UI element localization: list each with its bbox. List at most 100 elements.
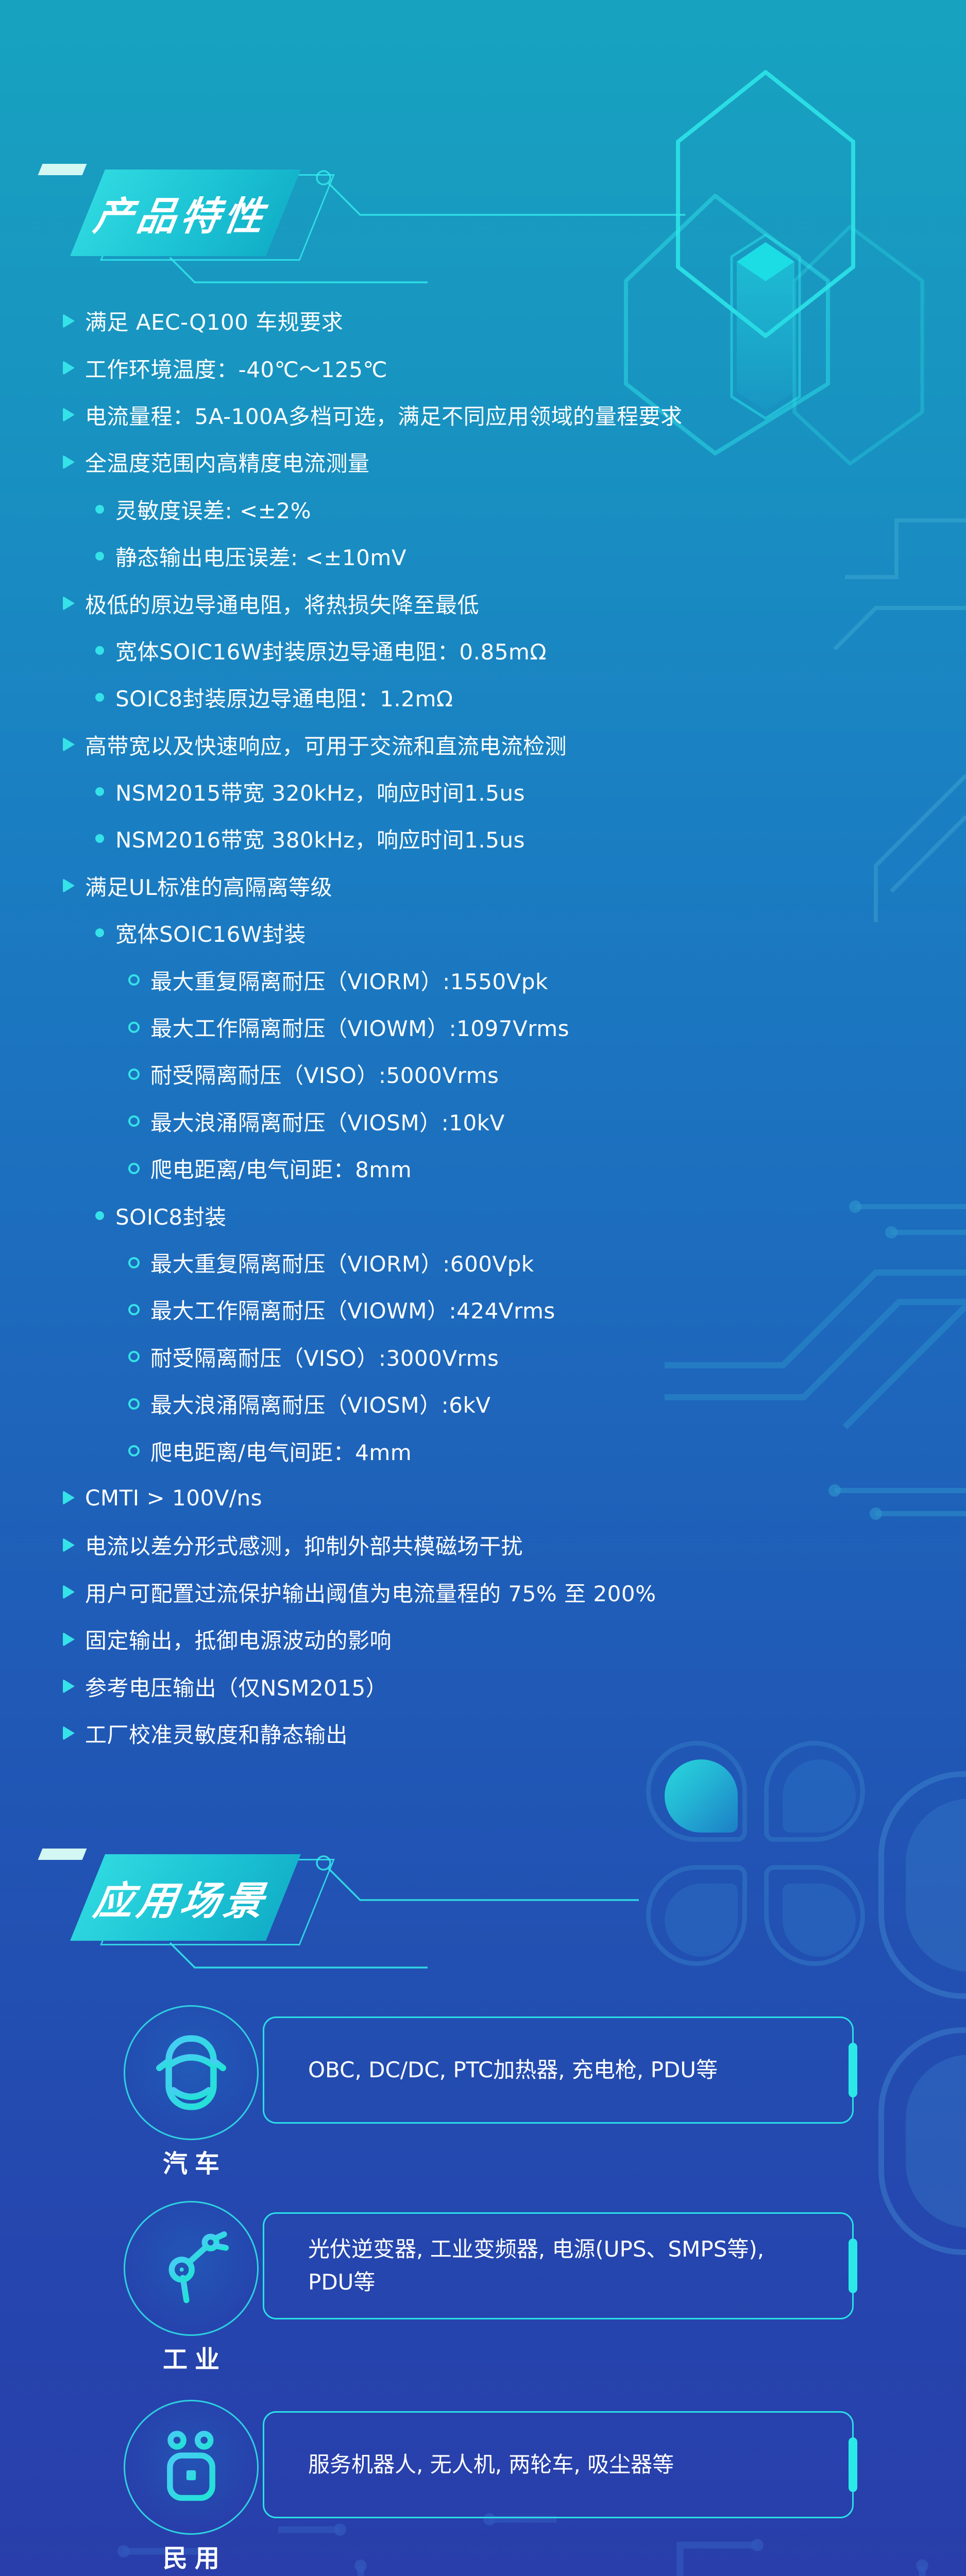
feature-item: 全温度范围内高精度电流测量	[0, 438, 773, 485]
banner-fill: 产品特性	[70, 170, 301, 256]
banner-accent-strip	[38, 1849, 87, 1860]
section-banner-applications: 应用场景	[0, 1844, 966, 1958]
ring-bullet-icon	[128, 1351, 140, 1363]
feature-text: 耐受隔离耐压（VISO）:5000Vrms	[150, 1063, 499, 1089]
feature-item: SOIC8封装	[0, 1192, 773, 1239]
feature-item: 最大工作隔离耐压（VIOWM）:1097Vrms	[0, 1004, 773, 1050]
app-text-consumer: 服务机器人, 无人机, 两轮车, 吸尘器等	[308, 2452, 674, 2477]
circuit-trace-upper-right	[833, 518, 966, 922]
feature-text: 全温度范围内高精度电流测量	[85, 451, 370, 477]
triangle-bullet-icon	[63, 737, 75, 752]
feature-text: 宽体SOIC16W封装原边导通电阻：0.85mΩ	[115, 639, 547, 665]
section-banner-product-features: 产品特性	[0, 160, 966, 273]
ring-bullet-icon	[128, 1445, 140, 1457]
feature-item: 参考电压输出（仅NSM2015）	[0, 1663, 773, 1709]
feature-text: 工作环境温度：-40℃～125℃	[85, 357, 388, 382]
features-list: 满足 AEC-Q100 车规要求 工作环境温度：-40℃～125℃ 电流量程：5…	[0, 297, 773, 1757]
feature-text: 最大重复隔离耐压（VIORM）:600Vpk	[150, 1251, 534, 1277]
page-title-applications: 应用场景	[88, 1878, 280, 1924]
feature-text: 电流量程：5A-100A多档可选，满足不同应用领域的量程要求	[85, 403, 683, 429]
clover-decoration	[646, 1741, 865, 1971]
feature-text: 用户可配置过流保护输出阈值为电流量程的 75% 至 200%	[85, 1581, 656, 1606]
dot-bullet-icon	[95, 834, 104, 843]
app-label-industrial: 工业	[162, 2345, 227, 2374]
capsule-accent	[849, 2437, 857, 2492]
feature-text: 最大浪涌隔离耐压（VIOSM）:10kV	[150, 1110, 505, 1136]
ring-bullet-icon	[128, 1162, 140, 1174]
ring-bullet-icon	[128, 1115, 140, 1127]
feature-text: 耐受隔离耐压（VISO）:3000Vrms	[150, 1345, 499, 1371]
feature-text: 满足 AEC-Q100 车规要求	[85, 310, 344, 335]
feature-text: 满足UL标准的高隔离等级	[85, 874, 333, 900]
app-label-automotive: 汽车	[162, 2149, 227, 2178]
feature-item: SOIC8封装原边导通电阻：1.2mΩ	[0, 674, 773, 721]
app-row-consumer: 民用 服务机器人, 无人机, 两轮车, 吸尘器等	[0, 2400, 966, 2576]
dot-bullet-icon	[95, 552, 104, 561]
capsule-accent	[849, 2239, 857, 2293]
feature-item: NSM2016带宽 380kHz，响应时间1.5us	[0, 815, 773, 862]
feature-item: 宽体SOIC16W封装原边导通电阻：0.85mΩ	[0, 627, 773, 674]
feature-item: 高带宽以及快速响应，可用于交流和直流电流检测	[0, 721, 773, 768]
feature-text: SOIC8封装	[115, 1204, 227, 1230]
app-text-automotive: OBC, DC/DC, PTC加热器, 充电枪, PDU等	[308, 2057, 718, 2082]
triangle-bullet-icon	[63, 361, 75, 376]
ring-bullet-icon	[128, 1021, 140, 1033]
petal-ring	[646, 1741, 747, 1842]
triangle-bullet-icon	[63, 1490, 75, 1505]
triangle-bullet-icon	[63, 408, 75, 422]
app-box-industrial: 光伏逆变器, 工业变频器, 电源(UPS、SMPS等), PDU等	[263, 2212, 857, 2319]
feature-text: 最大浪涌隔离耐压（VIOSM）:6kV	[150, 1393, 491, 1418]
feature-item: 电流以差分形式感测，抑制外部共模磁场干扰	[0, 1521, 773, 1568]
app-label-consumer: 民用	[162, 2544, 227, 2573]
car-icon	[156, 2035, 226, 2110]
page-title-product-features: 产品特性	[88, 193, 280, 239]
feature-item: 最大浪涌隔离耐压（VIOSM）:10kV	[0, 1098, 773, 1145]
feature-item: 满足UL标准的高隔离等级	[0, 862, 773, 909]
triangle-bullet-icon	[63, 1726, 75, 1741]
feature-item: 灵敏度误差: <±2%	[0, 486, 773, 533]
feature-item: 爬电距离/电气间距：4mm	[0, 1427, 773, 1474]
ring-bullet-icon	[128, 1303, 140, 1315]
feature-item: 用户可配置过流保护输出阈值为电流量程的 75% 至 200%	[0, 1569, 773, 1616]
ring-bullet-icon	[128, 1398, 140, 1410]
feature-item: 满足 AEC-Q100 车规要求	[0, 297, 773, 344]
app-row-automotive: 汽车 OBC, DC/DC, PTC加热器, 充电枪, PDU等	[0, 2005, 966, 2201]
triangle-bullet-icon	[63, 313, 75, 328]
dot-bullet-icon	[95, 693, 104, 702]
feature-item: 爬电距离/电气间距：8mm	[0, 1145, 773, 1192]
ring-bullet-icon	[128, 1257, 140, 1268]
dot-bullet-icon	[95, 504, 104, 514]
app-box-consumer: 服务机器人, 无人机, 两轮车, 吸尘器等	[263, 2411, 857, 2518]
triangle-bullet-icon	[63, 596, 75, 611]
feature-item: 耐受隔离耐压（VISO）:3000Vrms	[0, 1333, 773, 1380]
app-circle-industrial	[124, 2201, 259, 2336]
petal-ring	[764, 1741, 865, 1842]
triangle-bullet-icon	[63, 1632, 75, 1647]
feature-item: CMTI > 100V/ns	[0, 1475, 773, 1521]
triangle-bullet-icon	[63, 878, 75, 893]
feature-text: 工厂校准灵敏度和静态输出	[85, 1722, 348, 1748]
feature-text: CMTI > 100V/ns	[85, 1485, 263, 1511]
feature-item: 最大浪涌隔离耐压（VIOSM）:6kV	[0, 1380, 773, 1427]
feature-item: 耐受隔离耐压（VISO）:5000Vrms	[0, 1050, 773, 1097]
feature-text: 参考电压输出（仅NSM2015）	[85, 1675, 388, 1701]
feature-text: 宽体SOIC16W封装	[115, 922, 306, 947]
ring-bullet-icon	[128, 1068, 140, 1080]
feature-text: NSM2015带宽 320kHz，响应时间1.5us	[115, 781, 525, 806]
triangle-bullet-icon	[63, 1679, 75, 1694]
feature-item: 最大重复隔离耐压（VIORM）:600Vpk	[0, 1239, 773, 1286]
triangle-bullet-icon	[63, 1585, 75, 1600]
feature-text: 灵敏度误差: <±2%	[115, 498, 312, 523]
feature-item: NSM2015带宽 320kHz，响应时间1.5us	[0, 768, 773, 815]
feature-item: 最大工作隔离耐压（VIOWM）:424Vrms	[0, 1286, 773, 1333]
banner-fill: 应用场景	[70, 1854, 301, 1941]
feature-item: 最大重复隔离耐压（VIORM）:1550Vpk	[0, 956, 773, 1003]
service-robot-icon	[167, 2431, 215, 2507]
robot-arm-icon	[161, 2231, 229, 2303]
petal-ring	[764, 1865, 865, 1966]
feature-item: 工厂校准灵敏度和静态输出	[0, 1710, 773, 1757]
app-circle-automotive	[124, 2005, 259, 2140]
petal-cyan	[665, 1759, 738, 1833]
dot-bullet-icon	[95, 928, 104, 938]
